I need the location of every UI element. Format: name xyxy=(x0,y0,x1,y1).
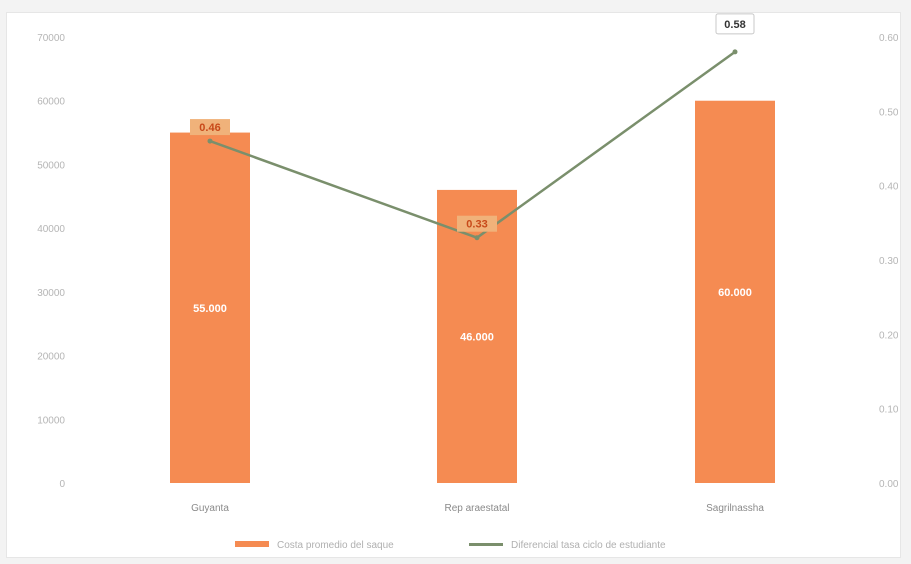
legend: Costa promedio del saque Diferencial tasa… xyxy=(235,540,666,551)
category-labels: Guyanta Rep araestatal Sagrilnassha xyxy=(191,503,764,514)
right-tick-5: 0.50 xyxy=(879,107,899,118)
bar-value-label-1: 55.000 xyxy=(193,303,227,315)
category-label-3: Sagrilnassha xyxy=(706,503,764,514)
left-tick-6: 60000 xyxy=(37,97,65,108)
legend-label-line: Diferencial tasa ciclo de estudiante xyxy=(511,540,666,551)
data-labels: 55.000 46.000 60.000 0.46 0.33 0.58 xyxy=(190,13,755,343)
left-tick-4: 40000 xyxy=(37,224,65,235)
left-axis-ticks: 0 10000 20000 30000 40000 50000 60000 70000 xyxy=(37,33,65,490)
bar-value-label-3: 60.000 xyxy=(718,287,752,299)
legend-swatch-bar xyxy=(235,541,269,547)
point-label-box-3 xyxy=(715,13,755,35)
point-label-1: 0.46 xyxy=(199,122,220,134)
category-label-2: Rep araestatal xyxy=(444,503,509,514)
right-tick-2: 0.20 xyxy=(879,330,899,341)
bar-value-label-2: 46.000 xyxy=(460,331,494,343)
chart-frame: 55.000 46.000 60.000 0.46 0.33 0.58 0 10000 200… xyxy=(6,12,901,558)
left-tick-2: 20000 xyxy=(37,352,65,363)
right-tick-0: 0.00 xyxy=(879,479,899,490)
right-tick-4: 0.40 xyxy=(879,182,899,193)
point-label-bg-1 xyxy=(190,119,230,136)
left-tick-1: 10000 xyxy=(37,415,65,426)
bar-3 xyxy=(695,100,775,483)
line-point-3 xyxy=(732,49,738,55)
line-point-2 xyxy=(474,235,480,241)
right-tick-1: 0.10 xyxy=(879,405,899,416)
category-label-1: Guyanta xyxy=(191,503,229,514)
point-label-bg-2 xyxy=(457,215,497,232)
left-tick-0: 0 xyxy=(59,479,65,490)
bar-1 xyxy=(170,132,250,484)
legend-swatch-line xyxy=(469,543,503,546)
right-tick-6: 0.60 xyxy=(879,33,899,44)
right-tick-3: 0.30 xyxy=(879,256,899,267)
left-tick-7: 70000 xyxy=(37,33,65,44)
right-axis-ticks: 0.00 0.10 0.20 0.30 0.40 0.50 0.60 xyxy=(879,33,899,490)
bar-series xyxy=(170,100,775,484)
left-tick-3: 30000 xyxy=(37,288,65,299)
legend-label-bar: Costa promedio del saque xyxy=(277,540,394,551)
left-tick-5: 50000 xyxy=(37,160,65,171)
line-series xyxy=(207,49,738,241)
line-point-1 xyxy=(207,138,213,144)
combo-chart: 55.000 46.000 60.000 0.46 0.33 0.58 0 10000 200… xyxy=(37,13,899,551)
point-label-3: 0.58 xyxy=(724,19,745,31)
point-label-2: 0.33 xyxy=(466,219,487,231)
